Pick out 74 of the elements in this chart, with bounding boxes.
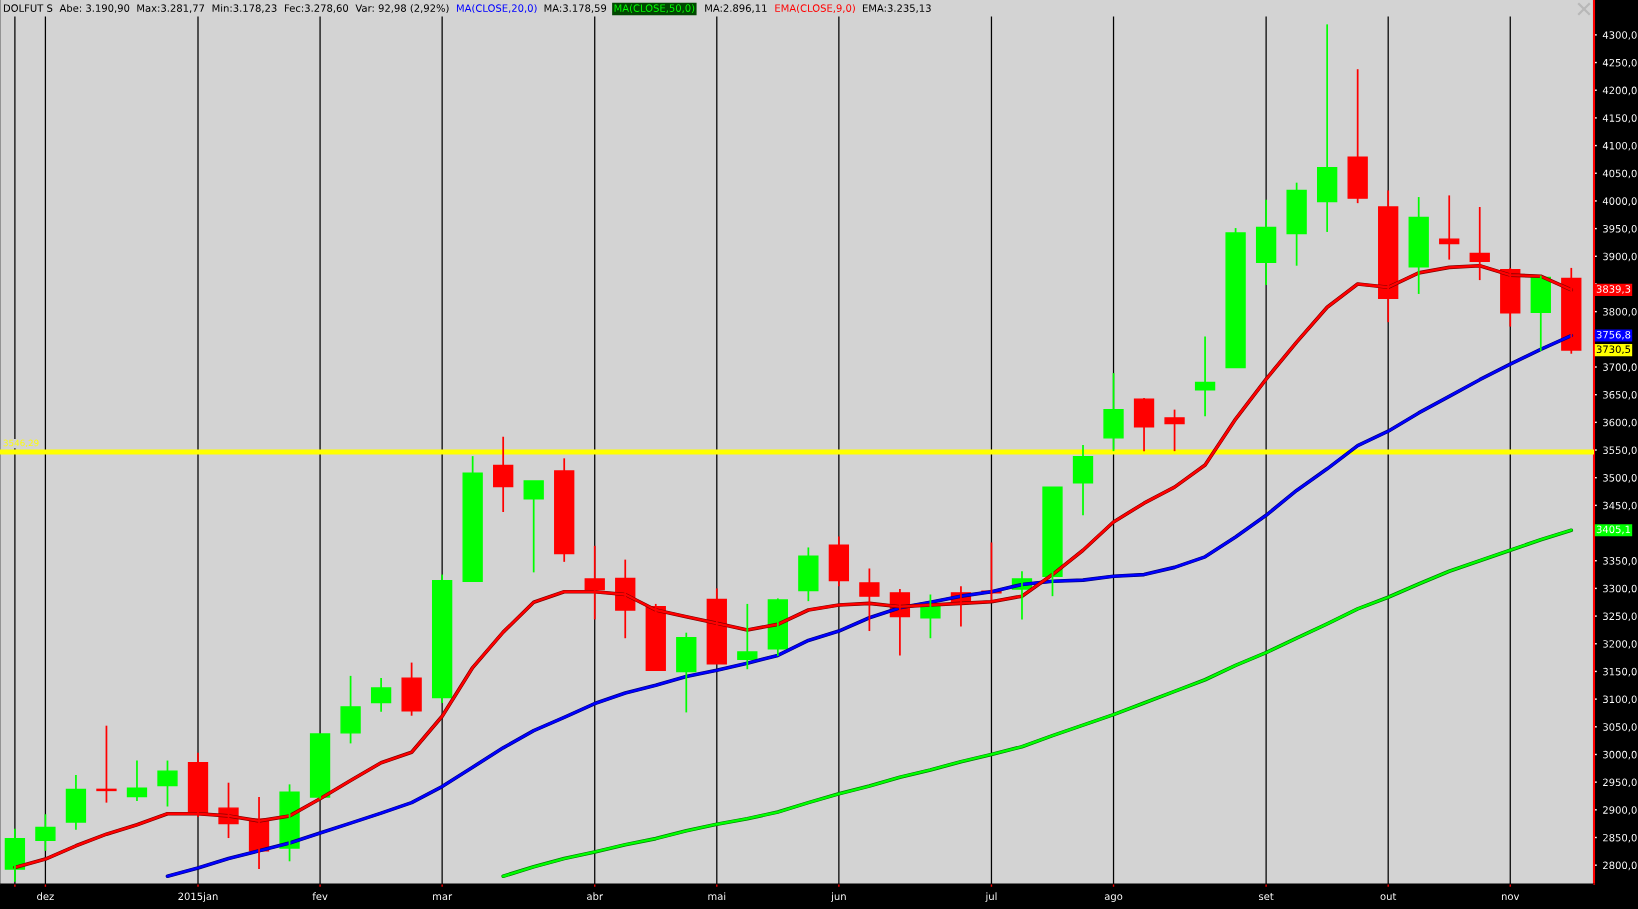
y-tick-label: 2800,0 [1603,861,1637,871]
candlestick [35,813,56,852]
text: MA(CLOSE,20,0) [456,4,537,14]
y-tick-label: 3650,0 [1603,391,1637,400]
y-tick-label: 2900,0 [1603,806,1637,815]
candlestick [1103,372,1124,452]
y-tick-label: 3450,0 [1603,501,1637,511]
y-tick-label: 3600,0 [1603,418,1637,428]
y-tick-label: 3250,0 [1603,612,1637,622]
line-series [501,528,1574,879]
x-tick-label: nov [1501,894,1520,901]
y-tick-label: 3500,0 [1603,474,1637,483]
x-tick-label: dez [37,892,54,901]
x-tick-label: jun [830,892,846,903]
candlestick [1286,181,1307,267]
y-tick-label: 2950,0 [1603,778,1637,788]
x-tick-label: jul [985,892,997,903]
y-tick-label: 3050,0 [1603,723,1637,732]
annotation: 3756,8 [1596,330,1631,340]
y-tick-label: 3800,0 [1603,308,1637,317]
y-tick-label: 4050,0 [1602,169,1637,179]
candlestick [584,544,605,621]
y-tick-label: 3900,0 [1603,252,1637,262]
x-tick-label: 2015jan [178,892,218,903]
candlestick [157,759,178,808]
candlestick [737,603,758,671]
y-tick-label: 4000,0 [1602,197,1637,206]
candlestick [340,675,361,745]
x-tick-label: out [1380,892,1397,901]
ref-line-label: 3546,29 [3,439,39,448]
candlestick [1439,194,1460,261]
candlestick [1225,227,1246,369]
y-tick-label: 3950,0 [1603,224,1637,234]
x-tick-label: ago [1104,894,1123,903]
text: EMA(CLOSE,9,0) [775,4,855,14]
y-tick-label: 4300,0 [1602,31,1637,40]
annotation: Max:3.281,77 [137,4,205,13]
x-tick-label: fev [312,892,328,901]
y-tick-label: 4150,0 [1602,114,1637,123]
x-tick-label: set [1259,892,1274,901]
y-tick-label: 3350,0 [1603,557,1637,566]
text: MA(CLOSE,50,0) [614,4,695,14]
y-tick-label: 3200,0 [1603,640,1637,649]
y-tick-label: 4100,0 [1602,141,1637,151]
y-tick-label: 3550,0 [1603,446,1637,455]
y-tick-label: 4200,0 [1602,86,1637,96]
annotation: MA:2.896,11 [705,4,767,13]
annotation: 3730,5 [1596,345,1631,355]
y-tick-label: 3000,0 [1603,750,1637,760]
annotation: Min:3.178,23 [212,4,277,13]
annotation: Var: 92,98 (2,92%) [355,4,449,14]
y-tick-label: 3100,0 [1603,695,1637,705]
y-tick-label: 3300,0 [1603,584,1637,594]
chart-title: DOLFUT S [3,4,53,12]
y-tick-label: 4250,0 [1602,58,1637,68]
y-tick-label: 2850,0 [1603,833,1637,843]
annotation: 3405,1 [1596,525,1631,535]
x-tick-label: abr [587,892,604,901]
annotation: Abe: 3.190,90 [59,4,130,13]
annotation: MA:3.178,59 [544,4,607,13]
line-series [165,333,1574,879]
annotation: 3839,3 [1596,285,1631,294]
annotation: EMA:3.235,13 [862,4,931,13]
annotation: Fec:3.278,60 [284,4,349,13]
candlestick [1042,486,1063,598]
y-tick-label: 3150,0 [1603,667,1637,677]
x-tick-label: mai [708,892,726,901]
candlestick [370,677,392,713]
y-tick-label: 3700,0 [1603,363,1637,372]
candlestick [859,567,880,632]
x-tick-label: mar [433,894,453,901]
candlestick [798,546,819,603]
candlestick [401,661,422,717]
candlestick [1164,408,1185,452]
